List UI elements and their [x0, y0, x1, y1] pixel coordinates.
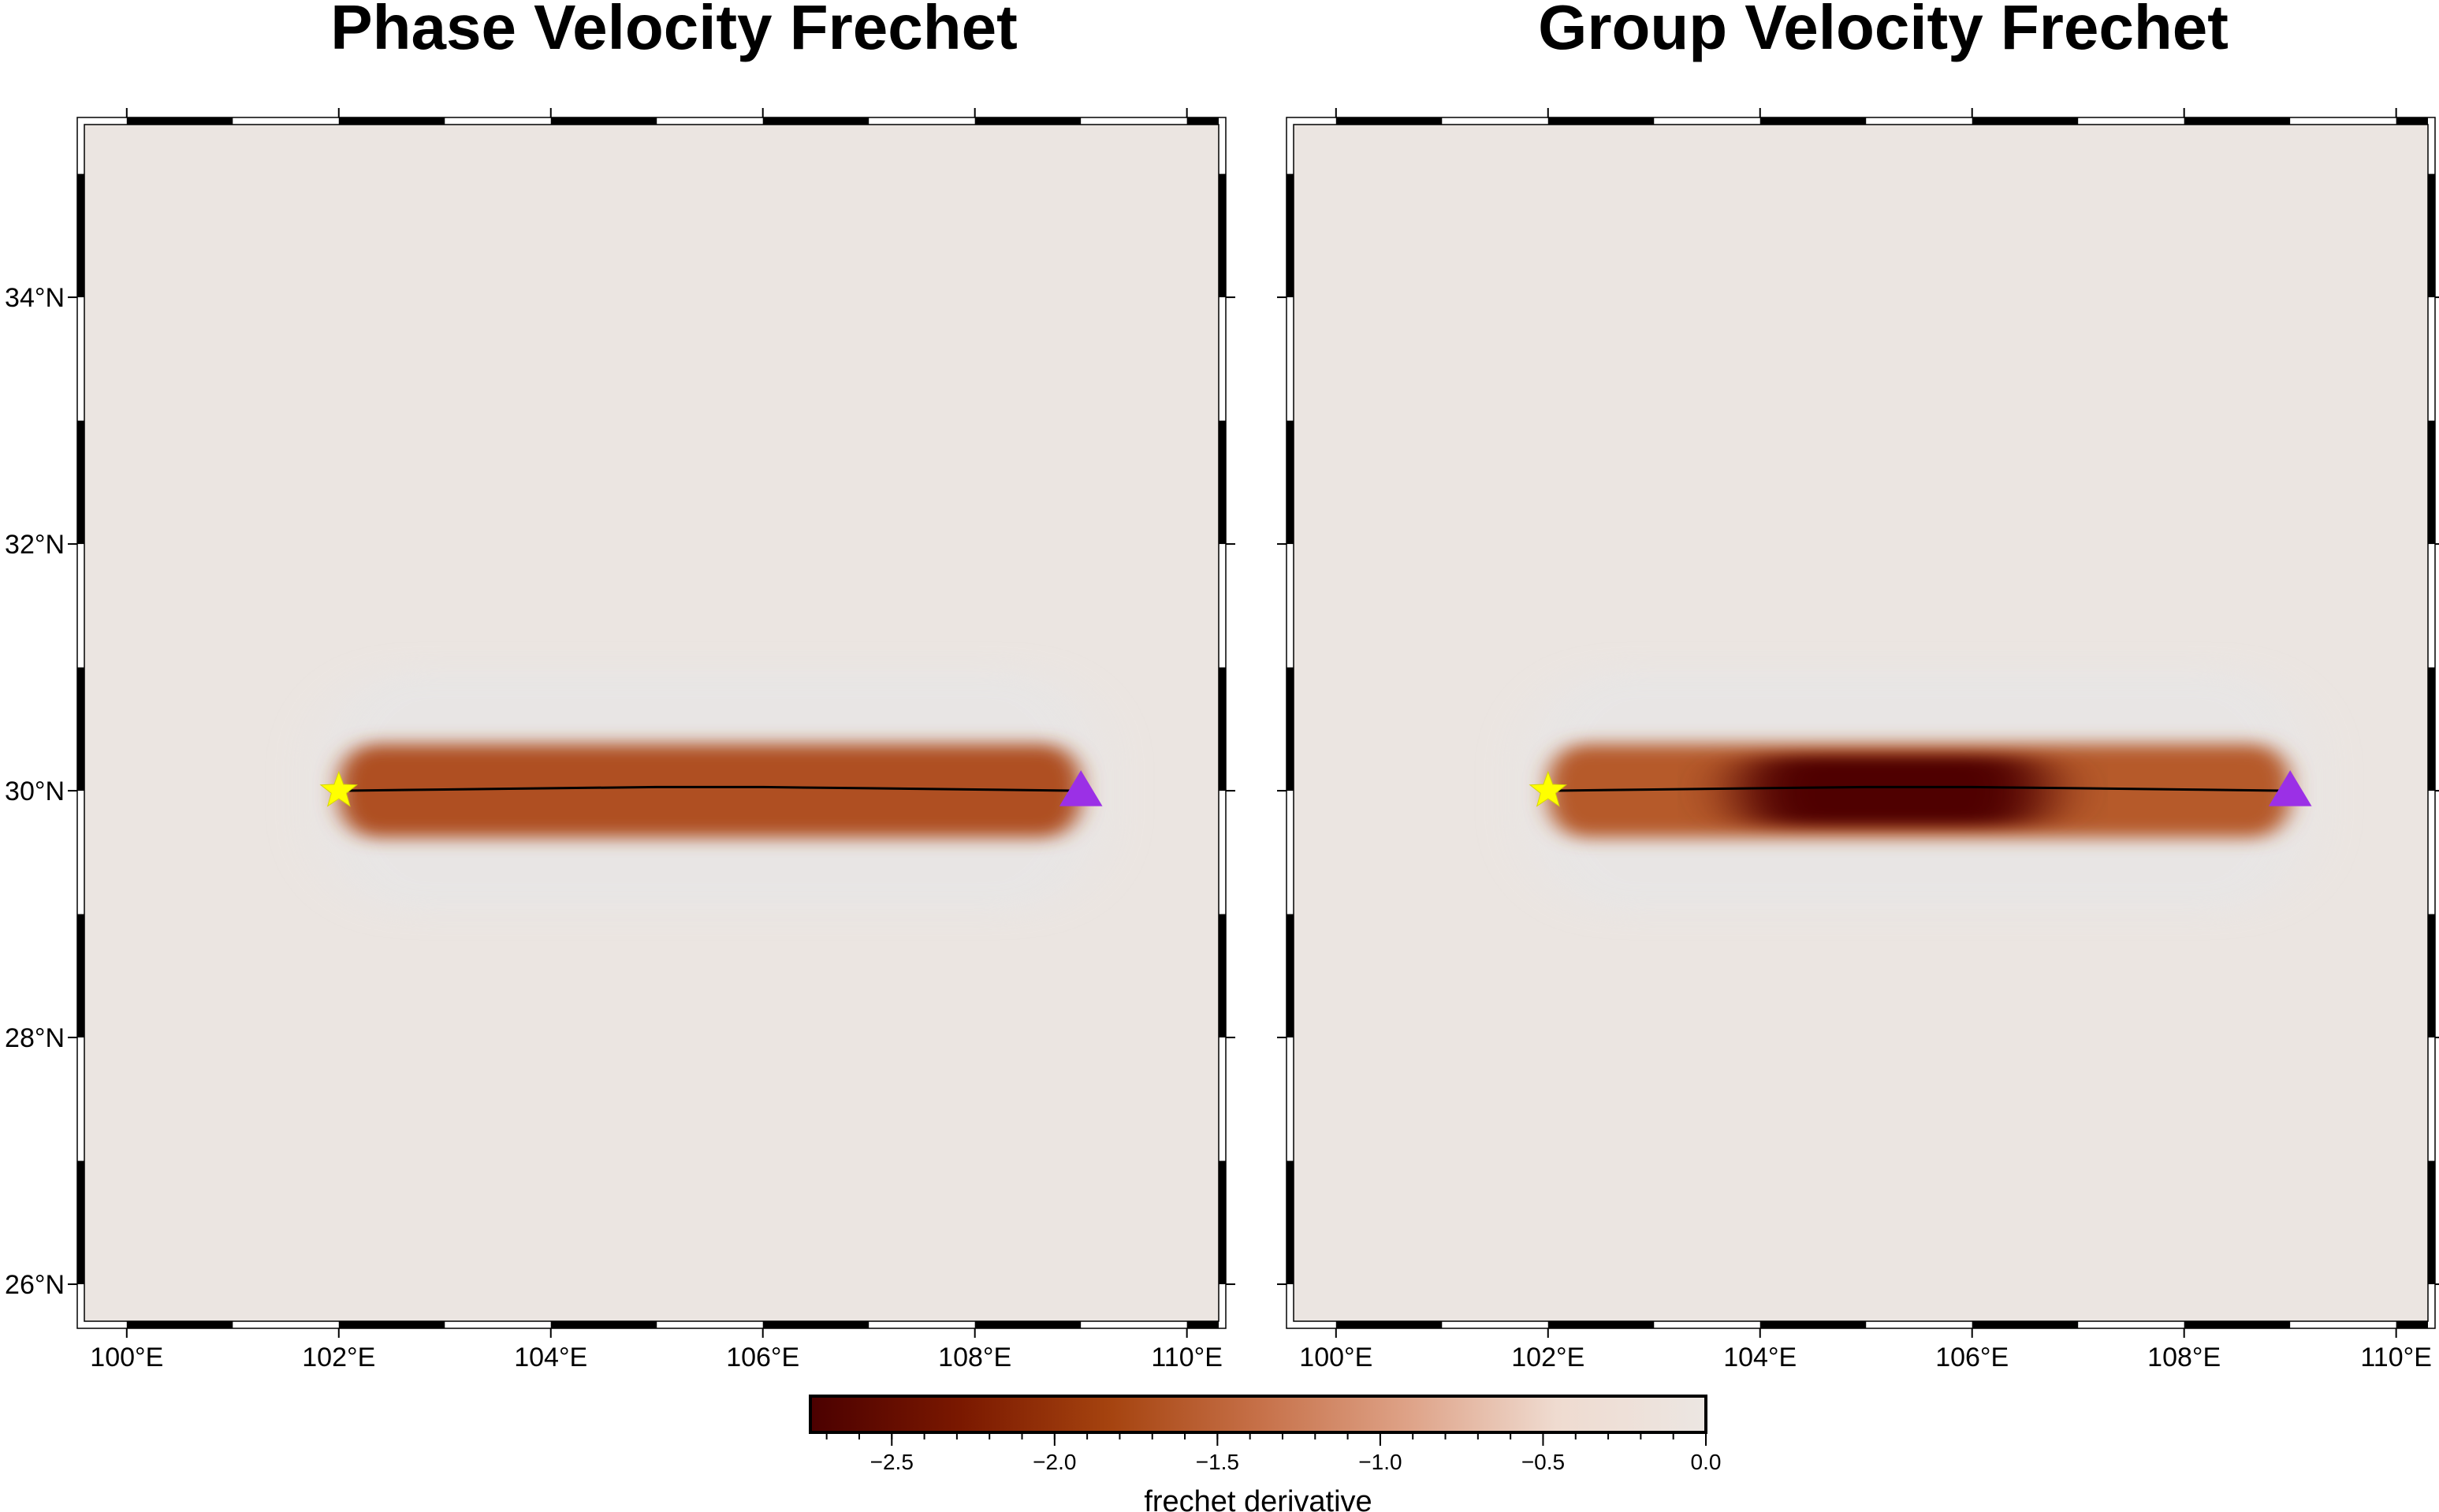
- frame-block: [126, 1321, 233, 1328]
- colorbar-tick-label: −0.5: [1521, 1450, 1565, 1474]
- frame-block: [338, 1321, 445, 1328]
- colorbar-ticks: −2.5 −2.0 −1.5 −1.0 −0.5 0.0: [825, 1432, 1722, 1474]
- x-tick-label: 100°E: [1299, 1343, 1372, 1372]
- x-tick-label: 110°E: [1151, 1343, 1222, 1372]
- colorbar-tick-label: −2.5: [870, 1450, 914, 1474]
- frame-block: [550, 1321, 657, 1328]
- x-tick-label: 104°E: [1723, 1343, 1797, 1372]
- source-star-icon: [319, 770, 358, 807]
- frame-block: [1219, 420, 1226, 545]
- frame-block: [2184, 117, 2291, 125]
- frame-block: [1547, 1321, 1655, 1328]
- frame-block: [1219, 173, 1226, 298]
- y-tick-label: 26°N: [5, 1270, 65, 1300]
- x-tick-label: 102°E: [1511, 1343, 1584, 1372]
- frame-block: [77, 173, 84, 298]
- phase-velocity-map: Phase Velocity Frechet 100°E 102°E 104°E 10…: [5, 0, 1235, 1372]
- frame-block: [77, 914, 84, 1038]
- colorbar-tick-label: −1.0: [1358, 1450, 1402, 1474]
- frame-block: [2428, 1160, 2435, 1285]
- y-tick-label: 28°N: [5, 1023, 65, 1053]
- frame-block: [126, 117, 233, 125]
- colorbar-tick-label: 0.0: [1691, 1450, 1722, 1474]
- receiver-triangle-icon: [2268, 770, 2312, 806]
- x-tick-label: 106°E: [726, 1343, 799, 1372]
- frame-block: [1186, 1321, 1219, 1328]
- map-title: Group Velocity Frechet: [1538, 0, 2229, 62]
- colorbar-label: frechet derivative: [1144, 1485, 1372, 1512]
- receiver-triangle-icon: [1059, 770, 1103, 806]
- map-title: Phase Velocity Frechet: [330, 0, 1018, 62]
- colorbar-tick-label: −1.5: [1196, 1450, 1239, 1474]
- frame-block: [77, 667, 84, 791]
- frame-block: [2428, 914, 2435, 1038]
- frame-block: [2428, 173, 2435, 298]
- frame-block: [1287, 420, 1294, 545]
- colorbar: −2.5 −2.0 −1.5 −1.0 −0.5 0.0 frechet derivati…: [809, 1395, 1722, 1512]
- colorbar-gradient: [809, 1395, 1707, 1434]
- frame-block: [1972, 117, 2079, 125]
- colorbar-tick-label: −2.0: [1033, 1450, 1076, 1474]
- x-tick-label: 100°E: [90, 1343, 163, 1372]
- frame-block: [762, 117, 869, 125]
- frame-block: [1287, 1160, 1294, 1285]
- frame-block: [77, 1160, 84, 1285]
- y-tick-label: 30°N: [5, 776, 65, 806]
- frame-block: [2396, 1321, 2428, 1328]
- frame-block: [1759, 1321, 1867, 1328]
- frame-block: [2428, 420, 2435, 545]
- x-tick-label: 104°E: [514, 1343, 587, 1372]
- frame-block: [338, 117, 445, 125]
- frame-block: [1219, 914, 1226, 1038]
- frame-block: [974, 1321, 1082, 1328]
- anomaly-band: [338, 743, 1082, 838]
- x-tick-label: 102°E: [302, 1343, 375, 1372]
- frame-block: [974, 117, 1082, 125]
- frame-block: [1287, 667, 1294, 791]
- x-tick-label: 110°E: [2360, 1343, 2431, 1372]
- frame-block: [2396, 117, 2428, 125]
- frame-block: [1335, 117, 1443, 125]
- frame-block: [1219, 1160, 1226, 1285]
- frame-block: [1287, 914, 1294, 1038]
- frame-block: [77, 420, 84, 545]
- frame-block: [1759, 117, 1867, 125]
- frame-block: [2184, 1321, 2291, 1328]
- x-tick-label: 108°E: [2147, 1343, 2221, 1372]
- ray-path: [1547, 785, 2291, 792]
- frame-block: [1287, 173, 1294, 298]
- frame-block: [762, 1321, 869, 1328]
- frame-block: [1972, 1321, 2079, 1328]
- anomaly-core: [1738, 755, 2046, 826]
- x-tick-label: 108°E: [938, 1343, 1011, 1372]
- map-plot-area: 100°E 102°E 104°E 106°E 108°E 110°E: [1277, 108, 2439, 1372]
- frame-block: [1335, 1321, 1443, 1328]
- frame-block: [2428, 667, 2435, 791]
- source-star-icon: [1529, 770, 1567, 807]
- map-plot-area: 100°E 102°E 104°E 106°E 108°E 110°E 26°N 28°N 30…: [5, 108, 1235, 1372]
- frame-block: [1547, 117, 1655, 125]
- frame-block: [1186, 117, 1219, 125]
- x-tick-label: 106°E: [1935, 1343, 2009, 1372]
- group-velocity-map: Group Velocity Frechet 100°E 102°E 104°E 10…: [1277, 0, 2439, 1372]
- y-tick-label: 34°N: [5, 283, 65, 313]
- ray-path: [338, 785, 1082, 792]
- frame-block: [1219, 667, 1226, 791]
- y-tick-label: 32°N: [5, 530, 65, 560]
- frame-block: [550, 117, 657, 125]
